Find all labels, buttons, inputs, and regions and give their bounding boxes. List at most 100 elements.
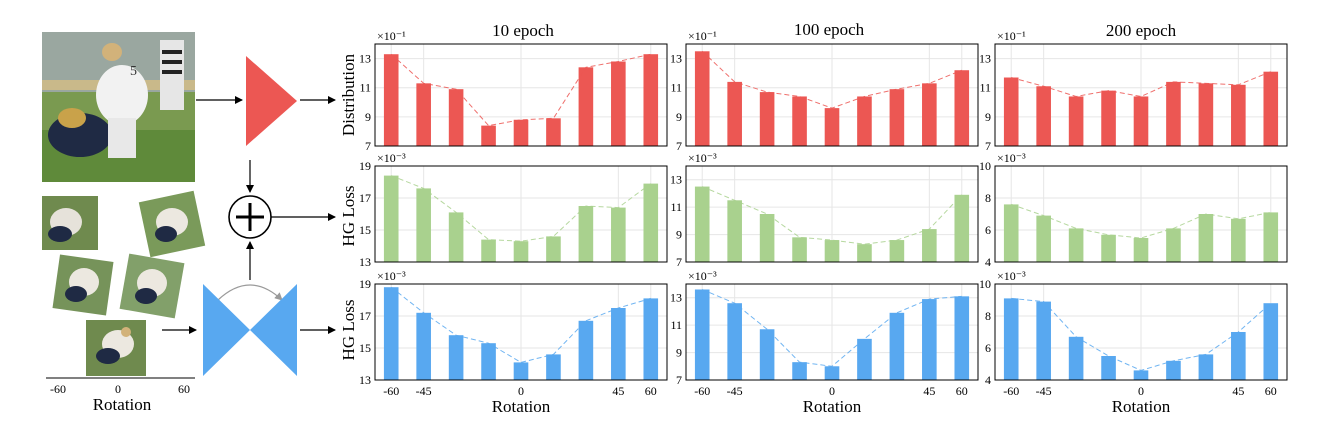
bar [481,343,496,380]
exponent-label: ×10⁻³ [997,269,1026,283]
chart-panel: 13 15 17 19 ×10⁻³ -60 -45 0 45 60 Rotation [359,269,668,416]
series-line [702,289,962,367]
chart-panel: 7 9 11 13 ×10⁻¹ [359,29,668,153]
pipeline: 5 -60 0 60 Rotation [42,32,336,414]
bar [1198,354,1214,380]
x-tick-label: -45 [416,384,432,398]
bar [416,312,431,380]
bar [416,83,431,146]
y-tick-label: 13 [979,52,991,66]
curved-arrow [217,284,283,301]
bar [1133,96,1149,146]
bar [1036,301,1051,380]
y-tick-label: 9 [676,110,682,124]
series-line [1011,297,1272,371]
exponent-label: ×10⁻¹ [688,29,717,43]
rotation-tick: -60 [50,382,66,396]
plot-frame [374,43,668,147]
bar [824,366,840,380]
bar [416,188,431,262]
bar [611,308,626,380]
bar [1101,356,1116,380]
hourglass-network [203,284,297,376]
x-tick-label: 45 [612,384,624,398]
bar [1263,71,1279,146]
y-tick-label: 4 [985,373,991,387]
bar [1263,303,1279,380]
x-tick-label: 60 [956,384,968,398]
y-tick-label: 11 [670,318,682,332]
x-tick-label: -60 [1003,384,1019,398]
y-tick-label: 11 [979,81,991,95]
bar [889,312,905,380]
thumbnail [42,196,98,250]
bar [1068,336,1084,380]
bar [792,362,807,380]
bar [922,83,937,146]
bar [824,240,840,262]
bar [1166,228,1181,262]
y-tick-label: 8 [985,309,991,323]
y-tick-label: 15 [359,223,371,237]
bar [383,54,399,147]
bar [759,329,775,380]
y-tick-label: 13 [359,255,371,269]
bar [922,229,937,262]
y-tick-label: 4 [985,255,991,269]
y-tick-label: 13 [670,52,682,66]
bar [694,186,710,262]
bar [481,125,496,146]
bar [546,236,561,262]
bar [513,119,529,146]
x-tick-label: 45 [923,384,935,398]
x-axis-label: Rotation [492,397,551,416]
rotation-tick: 60 [178,382,190,396]
combine-operator [228,195,272,239]
bar [1068,96,1084,146]
chart-panel: 7 9 11 13 ×10⁻¹ [670,29,979,153]
bar [1036,86,1051,146]
bar [1133,370,1149,380]
bar [578,67,594,146]
row-ylabel: HG Loss [339,186,358,247]
y-tick-label: 13 [670,291,682,305]
input-photo: 5 [42,32,195,182]
x-tick-label: 0 [518,384,524,398]
x-tick-label: -45 [1036,384,1052,398]
bar [1231,218,1246,262]
bar [513,241,529,262]
chart-panel: 7 9 11 13 ×10⁻¹ [979,29,1288,153]
column-title: 10 epoch [492,21,554,40]
x-tick-label: 0 [1138,384,1144,398]
plot-frame [994,165,1288,263]
y-tick-label: 8 [985,191,991,205]
bar [1198,83,1214,146]
x-tick-label: -60 [383,384,399,398]
y-tick-label: 10 [979,159,991,173]
y-tick-label: 13 [359,52,371,66]
plot-frame [994,283,1288,381]
y-tick-label: 17 [359,309,371,323]
bar [759,92,775,146]
chart-panel: 4 6 8 10 ×10⁻³ [979,151,1288,269]
series-line [1011,71,1271,97]
column-title: 100 epoch [794,20,865,39]
bar [792,237,807,262]
y-tick-label: 11 [670,81,682,95]
plot-frame [685,43,979,147]
bar [857,338,872,380]
bar [889,240,905,262]
thumbnail [86,320,146,376]
bar [513,362,529,380]
column-title: 200 epoch [1106,21,1177,40]
bar [448,335,464,380]
exponent-label: ×10⁻³ [997,151,1026,165]
bar [1231,332,1246,380]
plot-frame [685,283,979,381]
bar [1198,214,1214,262]
exponent-label: ×10⁻³ [377,269,406,283]
bar [1003,77,1019,146]
chart-grid: 791113×10⁻¹791113×10⁻¹791113×10⁻¹1315171… [359,29,1288,416]
exponent-label: ×10⁻¹ [997,29,1026,43]
